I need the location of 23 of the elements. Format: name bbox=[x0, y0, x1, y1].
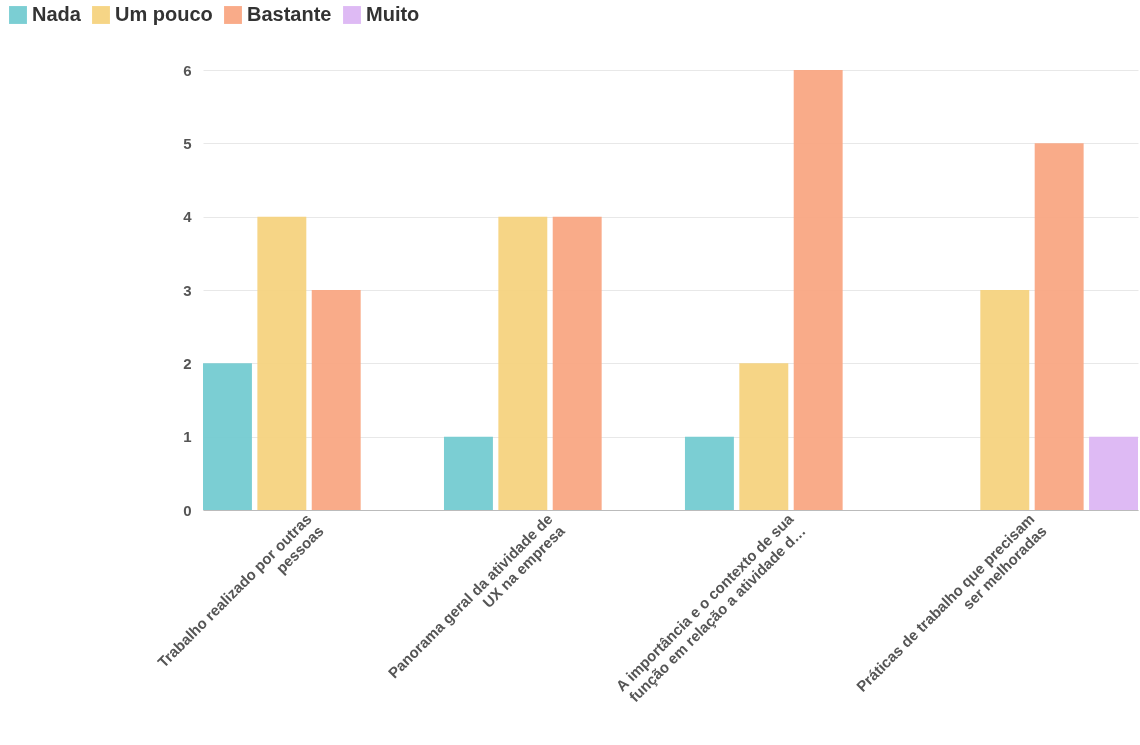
y-tick-label: 2 bbox=[183, 354, 192, 372]
bar bbox=[980, 290, 1030, 510]
bar bbox=[1034, 143, 1084, 510]
y-tick-label: 1 bbox=[183, 428, 192, 446]
bar bbox=[443, 436, 493, 510]
bar bbox=[793, 70, 843, 510]
legend-label: Bastante bbox=[247, 3, 332, 25]
bar bbox=[498, 216, 548, 510]
bar bbox=[311, 290, 361, 510]
bar bbox=[257, 216, 307, 510]
bar bbox=[739, 363, 789, 510]
bar bbox=[552, 216, 602, 510]
y-tick-label: 5 bbox=[183, 134, 192, 152]
y-tick-label: 3 bbox=[183, 281, 192, 299]
bar bbox=[1089, 436, 1138, 510]
y-tick-label: 0 bbox=[183, 501, 192, 519]
y-tick-label: 6 bbox=[183, 61, 192, 79]
y-tick-label: 4 bbox=[183, 208, 193, 226]
bar bbox=[684, 436, 734, 510]
legend-label: Muito bbox=[366, 3, 420, 25]
legend-label: Nada bbox=[32, 3, 82, 25]
legend-label: Um pouco bbox=[115, 3, 213, 25]
bar bbox=[203, 363, 252, 510]
